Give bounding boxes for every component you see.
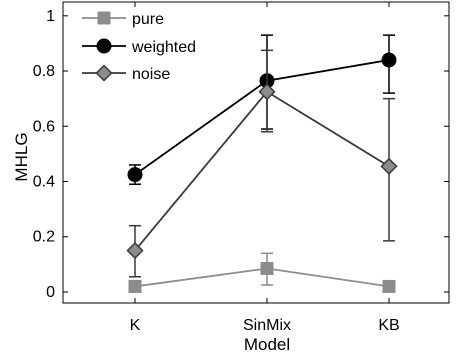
series-weighted	[127, 34, 397, 186]
series-noise	[126, 49, 398, 278]
y-tick-label: 0.2	[33, 229, 55, 246]
legend-entry-weighted: weighted	[82, 38, 196, 56]
data-point-pure	[382, 279, 396, 293]
legend-marker	[95, 64, 113, 82]
data-point-noise	[126, 241, 144, 260]
data-point-noise	[380, 157, 398, 175]
x-axis-label: Model	[244, 335, 290, 354]
plot-frame	[62, 1, 450, 304]
data-point-weighted	[127, 167, 143, 183]
y-tick-label: 1	[46, 8, 55, 25]
series-pure	[128, 252, 396, 293]
data-point-noise	[258, 83, 276, 101]
y-tick-label: 0.6	[33, 118, 55, 135]
legend-label: noise	[132, 66, 170, 83]
x-tick-label: KB	[378, 317, 399, 334]
y-tick-label: 0.4	[33, 173, 55, 190]
data-point-weighted	[381, 52, 397, 68]
y-axis-label: MHLG	[12, 132, 31, 181]
y-axis: 0 0.2 0.4 0.6 0.8 1	[33, 8, 449, 301]
data-point-pure	[260, 261, 274, 275]
legend-marker	[96, 38, 112, 54]
legend-marker	[97, 11, 111, 25]
data-point-pure	[128, 279, 142, 293]
series-line-noise	[134, 90, 390, 252]
legend-entry-pure: pure	[82, 11, 164, 28]
legend: pure weighted noise	[82, 11, 196, 83]
x-tick-label: K	[130, 317, 141, 334]
plot-border	[62, 1, 450, 304]
y-tick-label: 0.8	[33, 63, 55, 80]
legend-entry-noise: noise	[82, 64, 170, 83]
series-layer	[126, 34, 398, 293]
x-tick-label: SinMix	[243, 317, 291, 334]
legend-label: pure	[132, 11, 164, 28]
y-tick-label: 0	[46, 284, 55, 301]
x-axis: K SinMix KB	[130, 2, 400, 334]
legend-label: weighted	[131, 39, 196, 56]
